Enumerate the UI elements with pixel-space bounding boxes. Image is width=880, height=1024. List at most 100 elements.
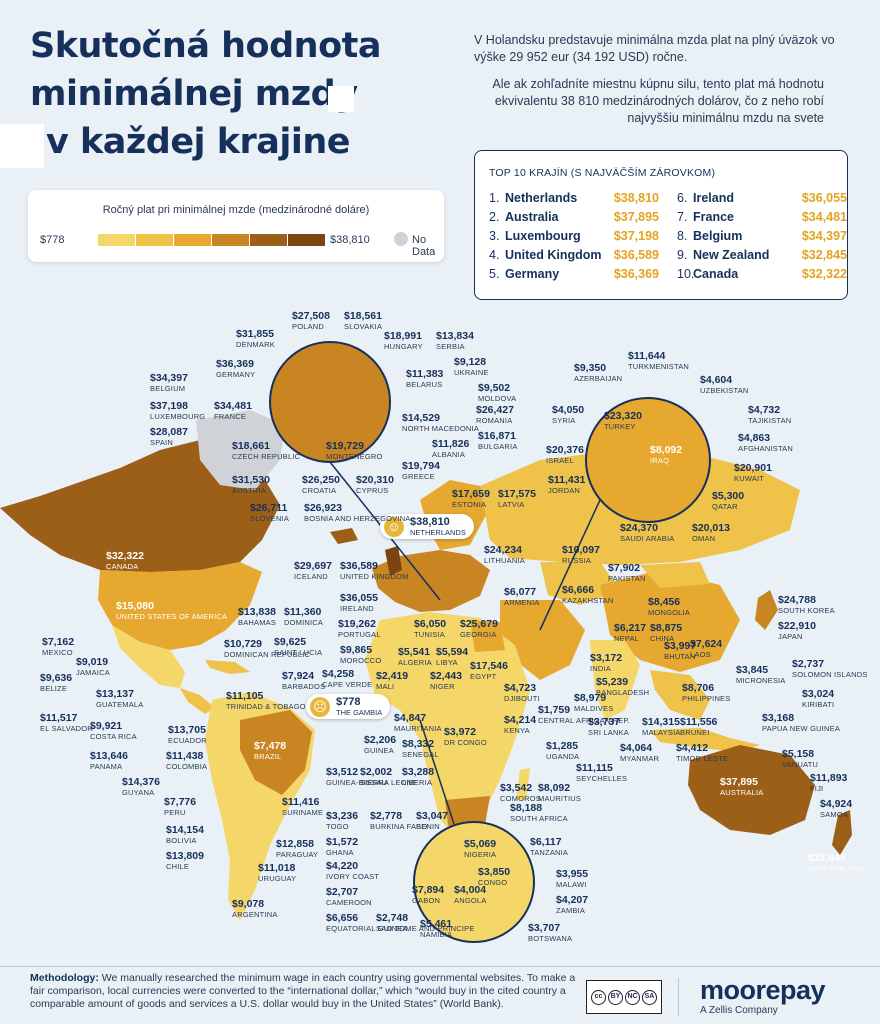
country-name: LUXEMBOURG bbox=[150, 412, 206, 421]
land-mexico bbox=[112, 625, 185, 688]
country-label-romania: $26,427 ROMANIA bbox=[476, 404, 514, 426]
country-label-turkmenistan: $11,644 TURKMENISTAN bbox=[628, 350, 689, 372]
country-value: $7,624 bbox=[690, 638, 723, 650]
country-name: VANUATU bbox=[782, 760, 819, 769]
methodology: Methodology: We manually researched the … bbox=[30, 972, 578, 1011]
country-label-belarus: $11,383 BELARUS bbox=[406, 368, 443, 390]
country-label-croatia: $26,250 CROATIA bbox=[302, 474, 340, 496]
country-value: $4,258 bbox=[322, 668, 355, 680]
intro-paragraph-1: V Holandsku predstavuje minimálna mzda p… bbox=[474, 33, 835, 64]
country-value: $5,461 bbox=[420, 918, 453, 930]
legend-no-data: No Data bbox=[412, 234, 436, 258]
country-value: $3,997 bbox=[664, 640, 697, 652]
country-label-costa-rica: $9,921 COSTA RICA bbox=[90, 720, 137, 742]
country-name: ARGENTINA bbox=[232, 910, 278, 919]
country-label-togo: $3,236 TOGO bbox=[326, 810, 358, 832]
title-line-1: Skutočná hodnota bbox=[30, 26, 381, 66]
footer-separator bbox=[678, 978, 679, 1016]
country-value: $9,502 bbox=[478, 382, 511, 394]
country-label-tunisia: $6,050 TUNISIA bbox=[414, 618, 446, 640]
country-name: ALBANIA bbox=[432, 450, 466, 459]
country-value: $5,594 bbox=[436, 646, 469, 658]
country-label-australia: $37,895 AUSTRALIA bbox=[720, 776, 763, 798]
decor-block bbox=[328, 86, 354, 112]
country-value: $14,529 bbox=[402, 412, 440, 424]
country-label-denmark: $31,855 DENMARK bbox=[236, 328, 275, 350]
country-name: BARBADOS bbox=[282, 682, 326, 691]
country-label-japan: $22,910 JAPAN bbox=[778, 620, 816, 642]
country-value: $18,991 bbox=[384, 330, 422, 342]
country-label-dominica: $11,360 DOMINICA bbox=[284, 606, 323, 628]
country-value: $1,572 bbox=[326, 836, 359, 848]
country-value: $8,706 bbox=[682, 682, 715, 694]
land-se-asia bbox=[650, 670, 710, 720]
land-australia bbox=[688, 745, 815, 835]
callout-max: ☺ $38,810 NETHERLANDS bbox=[380, 514, 474, 539]
country-label-sri-lanka: $3,737 SRI LANKA bbox=[588, 716, 629, 738]
top10-rank: 10. bbox=[677, 267, 695, 281]
country-value: $4,863 bbox=[738, 432, 771, 444]
country-name: PORTUGAL bbox=[338, 630, 381, 639]
country-label-samoa: $4,924 SAMOA bbox=[820, 798, 852, 820]
country-name: GHANA bbox=[326, 848, 354, 857]
country-name: EL SALVADOR bbox=[40, 724, 93, 733]
country-label-montenegro: $19,729 MONTENEGRO bbox=[326, 440, 383, 462]
land-africa bbox=[365, 612, 530, 840]
country-label-niger: $2,443 NIGER bbox=[430, 670, 462, 692]
country-value: $7,902 bbox=[608, 562, 641, 574]
by-icon: BY bbox=[608, 989, 623, 1005]
country-label-turkey: $23,320 TURKEY bbox=[604, 410, 642, 432]
country-name: ESTONIA bbox=[452, 500, 487, 509]
top10-country: Germany bbox=[505, 267, 560, 281]
country-name: ROMANIA bbox=[476, 416, 513, 425]
country-value: $13,834 bbox=[436, 330, 474, 342]
zoom-connector bbox=[419, 719, 455, 825]
country-value: $7,924 bbox=[282, 670, 315, 682]
country-value: $8,456 bbox=[648, 596, 681, 608]
top10-row: 9. New Zealand $32,845 bbox=[677, 248, 847, 267]
country-label-pakistan: $7,902 PAKISTAN bbox=[608, 562, 646, 584]
country-name: SEYCHELLES bbox=[576, 774, 628, 783]
country-value: $11,416 bbox=[282, 796, 320, 808]
country-name: SLOVAKIA bbox=[344, 322, 383, 331]
country-value: $8,188 bbox=[510, 802, 543, 814]
legend-title: Ročný plat pri minimálnej mzde (medzinár… bbox=[102, 204, 370, 216]
country-label-south-korea: $24,788 SOUTH KOREA bbox=[778, 594, 835, 616]
country-name: NORTH MACEDONIA bbox=[402, 424, 480, 433]
country-value: $3,707 bbox=[528, 922, 561, 934]
country-value: $11,360 bbox=[284, 606, 322, 618]
country-name: UNITED STATES OF AMERICA bbox=[116, 612, 228, 621]
top10-country: New Zealand bbox=[693, 248, 770, 262]
country-label-congo: $3,850 CONGO bbox=[478, 866, 510, 888]
country-name: BURKINA FASO bbox=[370, 822, 428, 831]
country-name: UNITED KINGDOM bbox=[340, 572, 409, 581]
country-value: $8,092 bbox=[538, 782, 571, 794]
country-label-peru: $7,776 PERU bbox=[164, 796, 196, 818]
country-label-uzbekistan: $4,604 UZBEKISTAN bbox=[700, 374, 749, 396]
country-name: CAMEROON bbox=[326, 898, 372, 907]
country-name: HUNGARY bbox=[384, 342, 423, 351]
country-label-belize: $9,636 BELIZE bbox=[40, 672, 72, 694]
legend-min: $778 bbox=[40, 234, 65, 246]
country-label-botswana: $3,707 BOTSWANA bbox=[528, 922, 572, 944]
country-name: TIMOR LESTE bbox=[676, 754, 729, 763]
top10-rank: 9. bbox=[677, 248, 688, 262]
top10-value: $37,198 bbox=[613, 229, 659, 243]
country-name: CROATIA bbox=[302, 486, 337, 495]
country-label-jordan: $11,431 JORDAN bbox=[548, 474, 585, 496]
country-label-new-zealand: $32,845 NEW ZEALAND bbox=[808, 852, 864, 874]
country-name: PHILIPPINES bbox=[682, 694, 731, 703]
country-value: $3,168 bbox=[762, 712, 795, 724]
legend: Ročný plat pri minimálnej mzde (medzinár… bbox=[28, 190, 444, 262]
country-label-nepal: $6,217 NEPAL bbox=[614, 622, 646, 644]
legend-scale-step bbox=[98, 234, 136, 246]
country-label-seychelles: $11,115 SEYCHELLES bbox=[576, 762, 627, 784]
country-label-azerbaijan: $9,350 AZERBAIJAN bbox=[574, 362, 622, 384]
country-value: $20,013 bbox=[692, 522, 730, 534]
land-egypt bbox=[470, 620, 505, 652]
country-label-bahamas: $13,838 BAHAMAS bbox=[238, 606, 276, 628]
country-label-afghanistan: $4,863 AFGHANISTAN bbox=[738, 432, 793, 454]
country-name: KUWAIT bbox=[734, 474, 765, 483]
land-japan bbox=[755, 590, 778, 630]
top10-panel: TOP 10 KRAJÍN (S NAJVÄČŠÍM ZÁROVKOM) 1. N… bbox=[474, 150, 848, 300]
